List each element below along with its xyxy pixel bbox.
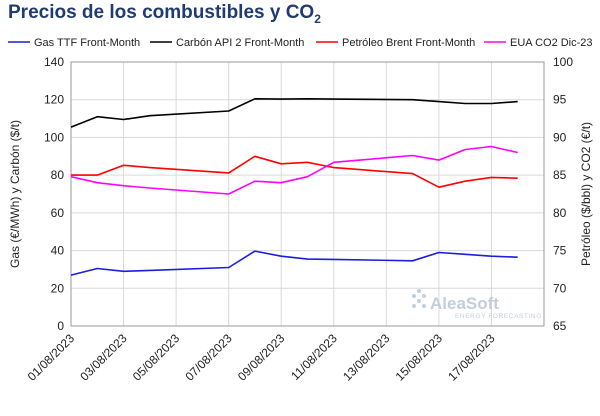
series-line-carb-n-api-2-front-month: [70, 98, 518, 128]
x-tick-label: 01/08/2023: [25, 331, 78, 384]
y-left-tick-label: 20: [51, 281, 65, 295]
logo-dot: [422, 304, 426, 308]
logo-dot: [412, 294, 416, 298]
y-right-tick-label: 85: [553, 168, 567, 182]
y-right-tick-label: 75: [553, 244, 567, 258]
y-left-tick-label: 80: [51, 168, 65, 182]
y-left-tick-label: 140: [44, 55, 64, 69]
y-right-tick-label: 80: [553, 206, 567, 220]
legend-label: Petróleo Brent Front-Month: [342, 37, 475, 49]
logo-dot: [412, 304, 416, 308]
logo-dot: [422, 294, 426, 298]
y-right-tick-label: 70: [553, 281, 567, 295]
x-tick-label: 09/08/2023: [235, 331, 288, 384]
page-title: Precios de los combustibles y CO2: [8, 2, 321, 26]
aleasoft-logo: AleaSoft ENERGY FORECASTING: [412, 289, 542, 320]
y-right-tick-label: 65: [553, 319, 567, 333]
legend-label: EUA CO2 Dic-23: [510, 37, 593, 49]
series-line-petr-leo-brent-front-month: [71, 155, 518, 188]
y-left-tick-label: 60: [51, 206, 65, 220]
x-tick-label: 11/08/2023: [288, 331, 340, 383]
logo-dot: [417, 289, 421, 293]
y-right-tick-label: 100: [553, 55, 573, 69]
watermark-brand: AleaSoft: [430, 294, 499, 313]
series-line-gas-ttf-front-month: [70, 250, 518, 276]
grid: [71, 62, 544, 326]
logo-dot: [417, 299, 421, 303]
legend: Gas TTF Front-Month Carbón API 2 Front-Mo…: [8, 37, 593, 49]
watermark-tagline: ENERGY FORECASTING: [455, 313, 542, 320]
series-line-eua-co2-dic-23: [70, 145, 518, 195]
y-right-tick-label: 95: [553, 93, 567, 107]
legend-label: Gas TTF Front-Month: [34, 37, 140, 49]
y-right-axis-label: Petróleo ($/bbl) y CO2 (€/t): [579, 122, 593, 266]
x-tick-label: 15/08/2023: [393, 331, 446, 384]
x-tick-label: 05/08/2023: [130, 331, 183, 384]
y-left-axis-label: Gas (€/MWh) y Carbón ($/t): [8, 120, 22, 268]
y-left-tick-label: 100: [44, 130, 64, 144]
y-left-tick-label: 120: [44, 93, 64, 107]
y-left-tick-label: 0: [57, 319, 64, 333]
x-tick-label: 17/08/2023: [445, 331, 498, 384]
x-tick-label: 03/08/2023: [77, 331, 130, 384]
legend-label: Carbón API 2 Front-Month: [176, 37, 304, 49]
y-left-tick-label: 40: [51, 244, 65, 258]
series-layer: [70, 98, 518, 276]
axes-layer: 0 20 40 60 80 100 120 140 65 70 75 80 85 90 95 100 01/08…: [8, 55, 593, 384]
y-right-tick-label: 90: [553, 130, 567, 144]
x-tick-label: 07/08/2023: [182, 331, 235, 384]
x-tick-label: 13/08/2023: [340, 331, 393, 384]
plot-area-border: [70, 61, 545, 327]
